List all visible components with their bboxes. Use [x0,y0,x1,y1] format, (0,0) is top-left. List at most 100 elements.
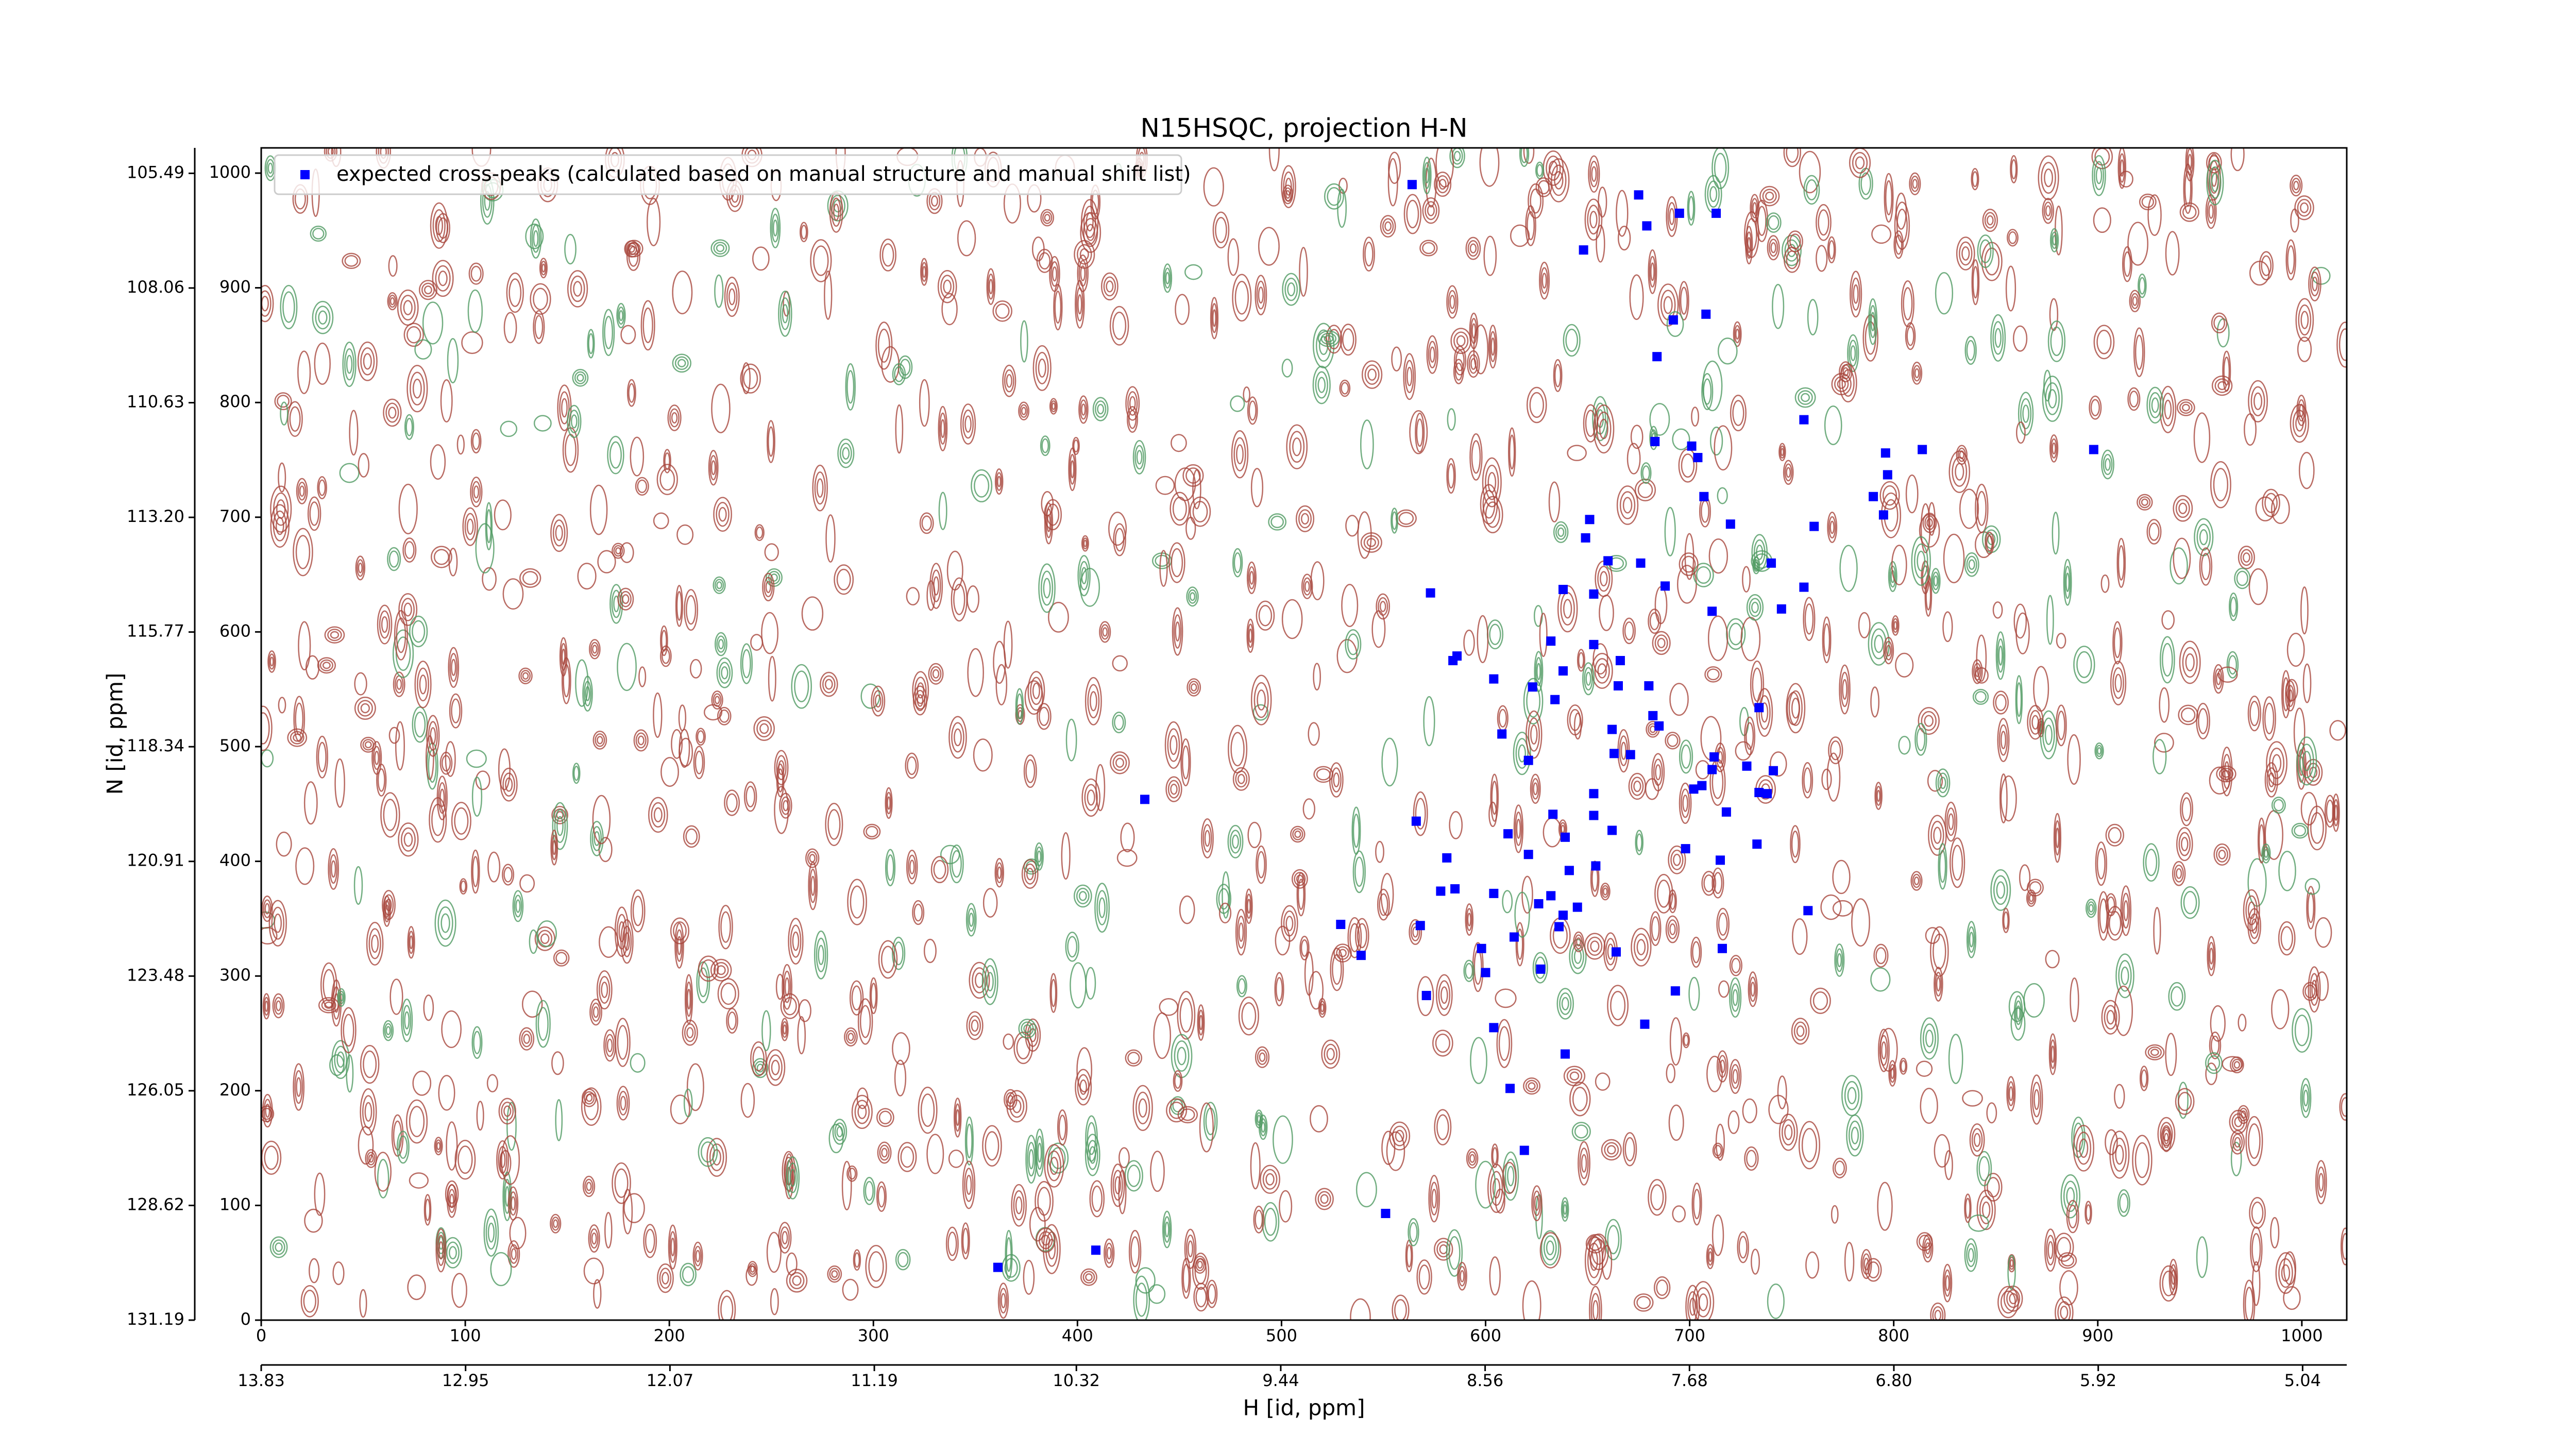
contour [1282,273,1301,306]
contour [1998,645,2003,666]
contour [698,967,708,998]
contour [2243,552,2250,563]
contour [682,1019,698,1046]
contour [1516,929,1523,960]
contour [379,610,391,639]
contour [1212,309,1216,327]
contour [745,785,755,807]
contour [1588,155,1600,193]
contour [1090,691,1097,712]
cross-peak [1091,1245,1100,1255]
contour [726,282,738,311]
contour [2281,670,2291,719]
contour [1192,501,1208,522]
contour [1649,911,1662,946]
contour [511,1248,517,1260]
contour [2247,908,2261,944]
contour [2293,180,2299,191]
contour [396,1131,410,1164]
x2-tick-label: 10.32 [1053,1371,1100,1390]
contour [921,515,932,531]
contour [1446,285,1459,319]
contour [2123,900,2129,921]
contour [550,830,558,866]
contour [1969,932,1974,948]
contour [718,638,724,650]
contour [1738,1236,1748,1259]
contour [346,355,353,374]
contour [1601,885,1609,898]
contour [506,1102,517,1151]
contour [2066,1187,2075,1206]
contour [1489,1256,1501,1296]
contour [1222,871,1230,919]
contour [1281,359,1293,378]
contour [931,569,941,602]
contour [1652,631,1671,655]
contour [1939,850,1946,883]
contour [502,772,515,797]
contour [423,994,434,1021]
contour [589,999,603,1026]
contour [1294,830,1301,838]
contour [559,391,570,425]
contour [2299,744,2314,779]
contour [305,655,320,680]
contour [1626,443,1641,475]
contour [1304,581,1310,592]
contour [2184,171,2192,207]
contour [472,432,480,450]
contour [440,913,450,933]
contour [293,528,313,577]
contour [2251,918,2258,934]
cross-peak [1450,884,1460,894]
contour [377,768,385,792]
contour [866,825,878,838]
contour [401,598,415,621]
contour [1051,402,1056,410]
contour [686,1027,694,1039]
contour [304,1208,323,1233]
contour [448,547,458,577]
contour [1974,667,1989,684]
contour [1707,1247,1714,1266]
contour [1903,287,1913,320]
contour [742,649,751,679]
contour [1630,425,1643,449]
contour [436,1142,441,1151]
contour [272,1239,285,1255]
contour [1403,194,1422,234]
contour [400,827,416,852]
contour [2217,381,2227,391]
contour [2092,155,2106,196]
contour [1380,215,1396,238]
contour [648,797,668,833]
contour [1930,1302,1946,1320]
contour [1961,246,1970,261]
contour [885,849,896,887]
contour [355,555,366,581]
contour [1302,577,1312,596]
contour [1177,990,1196,1040]
contour [1716,1050,1728,1083]
contour [1734,325,1741,344]
contour [1036,1227,1056,1253]
contour [893,941,904,966]
contour [661,648,670,664]
contour [1215,216,1227,243]
cross-peak [1709,752,1719,762]
contour [1261,1122,1265,1133]
contour [1172,607,1183,656]
contour [1635,830,1644,855]
contour [1423,696,1435,747]
contour [1573,949,1582,964]
contour [1190,683,1197,691]
cross-peak [1560,832,1570,842]
contour [1319,1001,1326,1015]
contour [992,300,1012,322]
contour [2114,985,2133,1036]
contour [1162,1210,1172,1248]
contour [1100,272,1118,301]
y2-tick-label: 115.77 [127,621,184,641]
contour [2050,326,2063,357]
